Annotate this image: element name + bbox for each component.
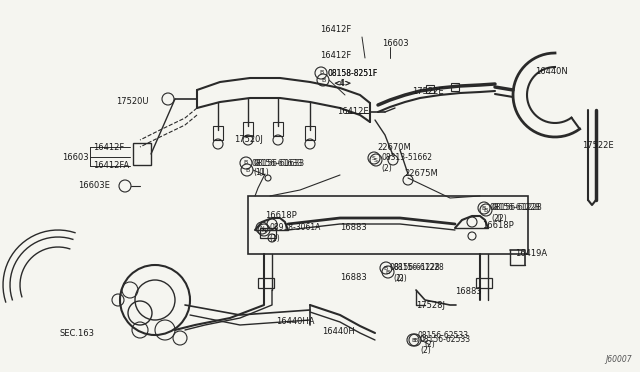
Text: 22675M: 22675M [404,170,438,179]
Bar [305,126,315,140]
Text: B: B [319,71,323,76]
Text: 16412F: 16412F [320,26,351,35]
Text: 08156-62533: 08156-62533 [418,330,469,340]
Text: B: B [413,337,417,343]
Text: 17520U: 17520U [116,97,148,106]
Text: 08156-61633: 08156-61633 [253,158,304,167]
Text: (2): (2) [393,273,404,282]
Text: (2): (2) [381,164,392,173]
Text: 08156-62533: 08156-62533 [420,336,471,344]
Text: (1): (1) [269,234,280,243]
Text: (1): (1) [258,169,269,177]
Text: 08156-61633: 08156-61633 [252,158,303,167]
Text: B: B [244,160,248,166]
Text: 08156-61228: 08156-61228 [490,203,541,212]
Text: 16440N: 16440N [535,67,568,77]
Bar [133,143,151,165]
Text: (2): (2) [420,346,431,355]
Text: (2): (2) [424,340,435,350]
Text: 16412F: 16412F [320,51,351,60]
Text: 16883: 16883 [455,288,482,296]
Bar [248,196,528,254]
Text: 16412FA: 16412FA [93,161,129,170]
Text: 08158-8251F: 08158-8251F [328,68,378,77]
Text: B: B [245,167,249,173]
Text: 08313-51662: 08313-51662 [381,154,432,163]
Bar [243,122,253,136]
Text: <4>: <4> [333,78,350,87]
Text: (2): (2) [496,214,507,222]
Text: 22670M: 22670M [377,144,411,153]
Text: 17522E: 17522E [582,141,614,150]
Text: 16412E: 16412E [337,108,369,116]
Bar [273,122,283,136]
Text: 16440H: 16440H [322,327,355,337]
Text: N: N [260,225,264,231]
Text: 16618P: 16618P [265,212,297,221]
Text: 08156-61228: 08156-61228 [393,263,444,273]
Text: (1): (1) [253,169,264,177]
Text: 16883: 16883 [340,273,367,282]
Text: 16440HA: 16440HA [276,317,314,327]
Text: SEC.163: SEC.163 [60,328,95,337]
Text: 17520J: 17520J [234,135,263,144]
Bar [476,278,492,288]
Text: 16603: 16603 [382,39,408,48]
Text: 17528J: 17528J [416,301,445,310]
Text: B: B [384,266,388,270]
Text: B: B [411,337,415,343]
Text: S: S [374,157,378,163]
Text: 08158-8251F: 08158-8251F [327,68,377,77]
Text: 16603: 16603 [62,153,88,161]
Text: 16603E: 16603E [78,180,110,189]
Bar [258,278,274,288]
Bar [426,85,434,93]
Text: J60007: J60007 [605,355,632,364]
Text: B: B [321,77,325,83]
Text: (2): (2) [396,273,407,282]
Text: 16883: 16883 [340,224,367,232]
Text: S: S [372,155,376,160]
Text: B: B [482,205,486,211]
Text: 08156-61228: 08156-61228 [390,263,441,273]
Text: <4>: <4> [334,78,351,87]
Text: 17522E: 17522E [412,87,444,96]
Text: B: B [386,269,390,275]
Text: 16419A: 16419A [515,250,547,259]
Text: (2): (2) [491,214,502,222]
Text: 16412F: 16412F [93,142,124,151]
Text: 16618P: 16618P [482,221,514,230]
Bar [451,83,459,91]
Text: 08156-61228: 08156-61228 [491,203,541,212]
Text: 08918-3061A: 08918-3061A [269,224,321,232]
Text: B: B [484,208,488,212]
Bar [260,228,276,238]
Text: N: N [262,228,266,232]
Bar [213,126,223,140]
